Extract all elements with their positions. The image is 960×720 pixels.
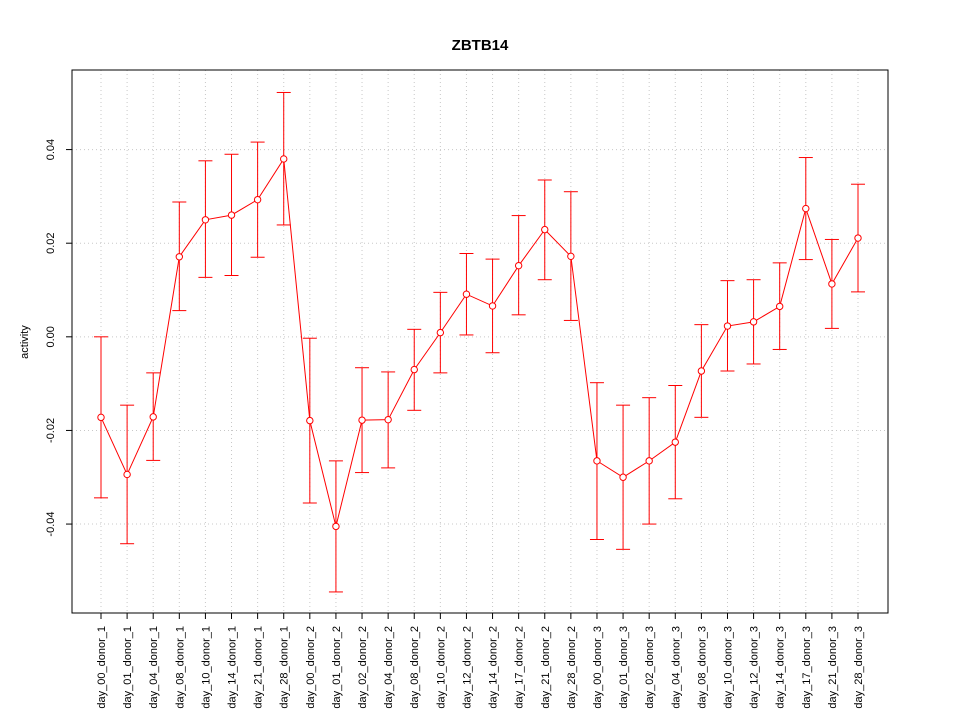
- axes: -0.04 -0.02 0.00 0.02 0.04 day_00_donor_1 day_…: [45, 139, 865, 709]
- x-tick-label: day_04_donor_1: [148, 626, 160, 709]
- x-tick-label: day_01_donor_1: [122, 626, 134, 709]
- chart-title: ZBTB14: [452, 37, 509, 54]
- data-point: [854, 234, 862, 242]
- data-point: [253, 195, 262, 204]
- x-tick-label: day_00_donor_1: [96, 626, 108, 709]
- x-tick-label: day_00_donor_2: [305, 626, 317, 709]
- x-tick-label: day_28_donor_3: [853, 626, 865, 709]
- x-tick-label: day_00_donor_3: [592, 626, 604, 709]
- data-point: [201, 216, 210, 224]
- x-tick-label: day_01_donor_3: [618, 626, 630, 709]
- data-series: [94, 91, 865, 593]
- data-point: [227, 211, 236, 219]
- y-tick-label: 0.02: [45, 232, 57, 253]
- x-tick-label: day_21_donor_2: [540, 626, 552, 709]
- x-tick-label: day_14_donor_3: [775, 626, 787, 709]
- x-tick-label: day_12_donor_2: [461, 626, 473, 709]
- data-point: [358, 416, 366, 424]
- y-tick-label: 0.04: [45, 139, 57, 160]
- data-point: [828, 280, 836, 288]
- x-tick-label: day_28_donor_2: [566, 626, 578, 709]
- data-point: [619, 473, 627, 481]
- x-tick-label: day_14_donor_2: [488, 626, 500, 709]
- x-tick-label: day_08_donor_3: [696, 626, 708, 709]
- data-point: [514, 261, 523, 270]
- x-tick-label: day_02_donor_3: [644, 626, 656, 709]
- data-point: [488, 302, 497, 310]
- y-tick-label: -0.04: [45, 512, 57, 537]
- data-point: [723, 322, 732, 330]
- x-tick-label: day_01_donor_2: [331, 626, 343, 709]
- data-point: [306, 416, 314, 425]
- grid: [72, 70, 888, 613]
- x-tick-label: day_10_donor_1: [200, 626, 212, 709]
- data-point: [384, 415, 392, 424]
- data-point: [775, 302, 784, 311]
- data-point: [645, 457, 653, 465]
- x-tick-label: day_08_donor_1: [174, 626, 186, 709]
- x-tick-label: day_10_donor_2: [435, 626, 447, 709]
- x-tick-label: day_08_donor_2: [409, 626, 421, 709]
- y-axis-label: activity: [19, 325, 31, 359]
- x-tick-label: day_21_donor_3: [827, 626, 839, 709]
- x-tick-label: day_04_donor_3: [670, 626, 682, 709]
- data-point: [462, 290, 471, 298]
- data-point: [749, 318, 758, 326]
- x-tick-label: day_04_donor_2: [383, 626, 395, 709]
- data-point: [175, 253, 184, 261]
- data-point: [123, 470, 131, 479]
- x-tick-label: day_14_donor_1: [227, 626, 239, 709]
- data-point: [671, 438, 679, 446]
- x-tick-label: day_17_donor_3: [801, 626, 813, 709]
- x-tick-label: day_21_donor_1: [253, 626, 265, 709]
- data-point: [567, 252, 575, 261]
- data-point: [97, 413, 105, 422]
- plot-frame: [71, 69, 889, 614]
- x-tick-label: day_10_donor_3: [722, 626, 734, 709]
- y-tick-label: 0.00: [45, 326, 57, 347]
- data-point: [149, 413, 157, 421]
- data-point: [410, 365, 418, 374]
- series-line: [100, 157, 859, 527]
- data-point: [697, 367, 706, 375]
- y-tick-label: -0.02: [45, 418, 57, 443]
- data-point: [541, 225, 549, 234]
- data-point: [802, 204, 810, 213]
- data-point: [593, 457, 601, 465]
- x-tick-label: day_17_donor_2: [514, 626, 526, 709]
- data-point: [280, 155, 288, 163]
- x-tick-label: day_28_donor_1: [279, 626, 291, 709]
- data-point: [436, 328, 445, 337]
- x-tick-label: day_02_donor_2: [357, 626, 369, 709]
- x-tick-label: day_12_donor_3: [749, 626, 761, 709]
- data-point: [332, 522, 340, 531]
